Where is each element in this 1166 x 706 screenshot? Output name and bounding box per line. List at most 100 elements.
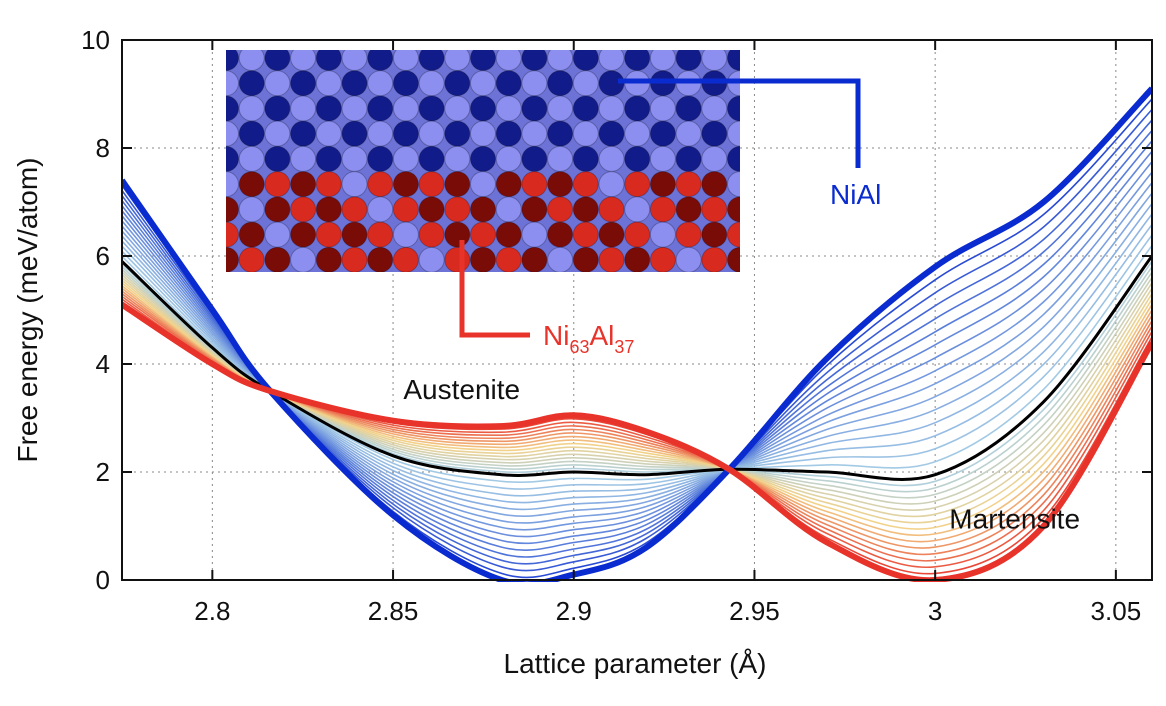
atom-3-16 — [624, 120, 651, 147]
atom-8-5 — [341, 246, 368, 272]
atom-3-5 — [341, 120, 368, 147]
atom-1-13 — [547, 70, 574, 97]
atom-1-9 — [444, 70, 471, 97]
atom-8-9 — [444, 246, 471, 272]
atom-8-3 — [290, 246, 317, 272]
atom-1-6 — [367, 70, 394, 97]
x-tick-label-1: 2.85 — [368, 596, 419, 626]
atom-2-16 — [624, 95, 651, 122]
curve-group — [122, 86, 1152, 582]
atom-8-7 — [392, 246, 419, 272]
axes-frame — [121, 39, 1153, 581]
atom-0-5 — [341, 50, 368, 71]
atom-5-1 — [238, 171, 265, 198]
atom-2-17 — [649, 95, 676, 122]
atom-8-19 — [701, 246, 728, 272]
atom-5-19 — [701, 171, 728, 198]
atom-6-2 — [264, 196, 291, 223]
atom-8-11 — [495, 246, 522, 272]
curve-family — [122, 86, 1152, 582]
atom-5-15 — [598, 171, 625, 198]
atom-8-18 — [675, 246, 702, 272]
atom-2-1 — [238, 95, 265, 122]
atom-6-9 — [444, 196, 471, 223]
atom-2-2 — [264, 95, 291, 122]
atom-1-5 — [341, 70, 368, 97]
atom-2-3 — [290, 95, 317, 122]
atom-7-1 — [238, 221, 265, 248]
atom-1-0 — [226, 70, 239, 97]
atom-0-8 — [418, 50, 445, 71]
atom-7-10 — [470, 221, 496, 248]
atom-3-18 — [675, 120, 702, 147]
austenite-annotation: Austenite — [403, 374, 520, 405]
atom-3-1 — [238, 120, 265, 147]
atom-0-13 — [547, 50, 574, 71]
atom-6-17 — [649, 196, 676, 223]
y-tick-label-2: 4 — [96, 349, 110, 379]
atom-3-0 — [226, 120, 239, 147]
x-tick-label-2: 2.9 — [556, 596, 592, 626]
atom-0-0 — [226, 50, 239, 71]
atom-8-8 — [418, 246, 445, 272]
ni63al37-leader-line — [459, 240, 530, 338]
atom-2-5 — [341, 95, 368, 122]
atom-2-8 — [418, 95, 445, 122]
atom-6-3 — [290, 196, 317, 223]
atom-7-18 — [675, 221, 702, 248]
atom-6-7 — [392, 196, 419, 223]
x-tick-label-0: 2.8 — [194, 596, 230, 626]
atom-4-1 — [238, 145, 265, 172]
atom-7-0 — [226, 221, 239, 248]
atom-7-7 — [392, 221, 419, 248]
atom-7-20 — [727, 221, 740, 248]
atom-0-14 — [572, 50, 599, 71]
atom-3-13 — [547, 120, 574, 147]
atom-8-1 — [238, 246, 265, 272]
curve-ni63al37 — [122, 302, 1152, 582]
atom-4-10 — [470, 145, 496, 172]
atom-6-10 — [470, 196, 496, 223]
atom-7-14 — [572, 221, 599, 248]
atom-0-7 — [392, 50, 419, 71]
atom-8-10 — [470, 246, 496, 272]
atom-2-12 — [521, 95, 548, 122]
atom-4-4 — [315, 145, 342, 172]
atom-6-15 — [598, 196, 625, 223]
atom-5-5 — [341, 171, 368, 198]
atom-7-5 — [341, 221, 368, 248]
atom-6-1 — [238, 196, 265, 223]
atom-0-11 — [495, 50, 522, 71]
atom-8-4 — [315, 246, 342, 272]
atom-7-6 — [367, 221, 394, 248]
inset-atoms — [226, 50, 740, 272]
ni63al37-label-al: Al — [589, 320, 614, 351]
atom-4-7 — [392, 145, 419, 172]
atom-0-1 — [238, 50, 265, 71]
atom-7-4 — [315, 221, 342, 248]
atom-4-16 — [624, 145, 651, 172]
atom-6-0 — [226, 196, 239, 223]
atom-6-4 — [315, 196, 342, 223]
ni63al37-label: Ni63Al37 — [543, 320, 634, 357]
atom-5-4 — [315, 171, 342, 198]
martensite-annotation: Martensite — [949, 504, 1080, 535]
atom-6-8 — [418, 196, 445, 223]
atom-1-12 — [521, 70, 548, 97]
atom-0-3 — [290, 50, 317, 71]
atom-3-12 — [521, 120, 548, 147]
atom-4-12 — [521, 145, 548, 172]
atom-8-15 — [598, 246, 625, 272]
atom-2-11 — [495, 95, 522, 122]
atom-4-9 — [444, 145, 471, 172]
atom-5-8 — [418, 171, 445, 198]
y-axis-label: Free energy (meV/atom) — [12, 158, 43, 463]
atom-6-12 — [521, 196, 548, 223]
atom-8-12 — [521, 246, 548, 272]
atom-2-4 — [315, 95, 342, 122]
atom-1-3 — [290, 70, 317, 97]
atom-8-13 — [547, 246, 574, 272]
atom-7-16 — [624, 221, 651, 248]
atom-7-12 — [521, 221, 548, 248]
atom-1-7 — [392, 70, 419, 97]
